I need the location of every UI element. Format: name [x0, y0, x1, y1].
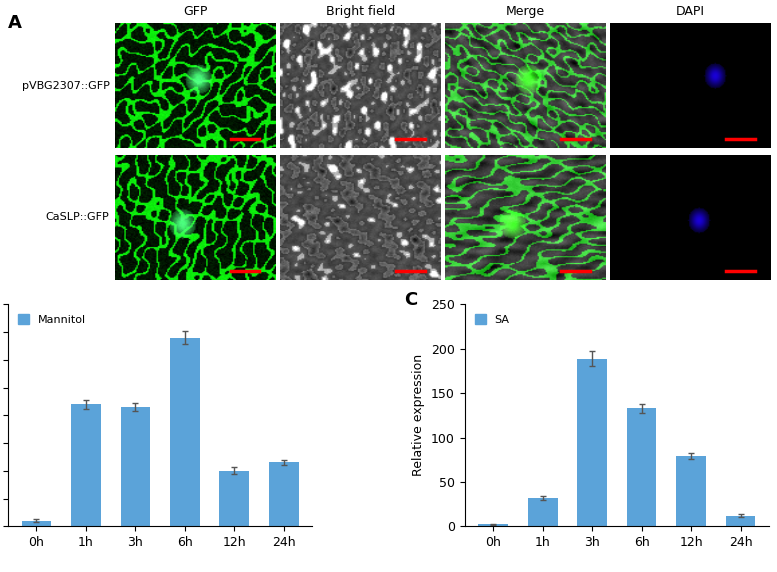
- Text: CaSLP::GFP: CaSLP::GFP: [46, 212, 110, 223]
- Legend: SA: SA: [470, 310, 514, 329]
- Bar: [269, 462, 298, 526]
- Bar: [170, 337, 200, 526]
- Bar: [22, 521, 51, 526]
- Bar: [676, 456, 706, 526]
- Bar: [627, 408, 657, 526]
- Text: C: C: [404, 291, 417, 309]
- Text: pVBG2307::GFP: pVBG2307::GFP: [22, 81, 110, 91]
- Bar: [528, 498, 558, 526]
- Bar: [577, 359, 607, 526]
- Bar: [71, 404, 101, 526]
- Y-axis label: Relative expression: Relative expression: [413, 354, 426, 476]
- Text: GFP: GFP: [183, 5, 207, 18]
- Bar: [726, 515, 755, 526]
- Text: Merge: Merge: [506, 5, 545, 18]
- Bar: [120, 407, 150, 526]
- Text: Bright field: Bright field: [326, 5, 395, 18]
- Text: DAPI: DAPI: [676, 5, 705, 18]
- Legend: Mannitol: Mannitol: [13, 310, 90, 329]
- Bar: [219, 471, 249, 526]
- Text: A: A: [8, 14, 22, 32]
- Bar: [479, 525, 508, 526]
